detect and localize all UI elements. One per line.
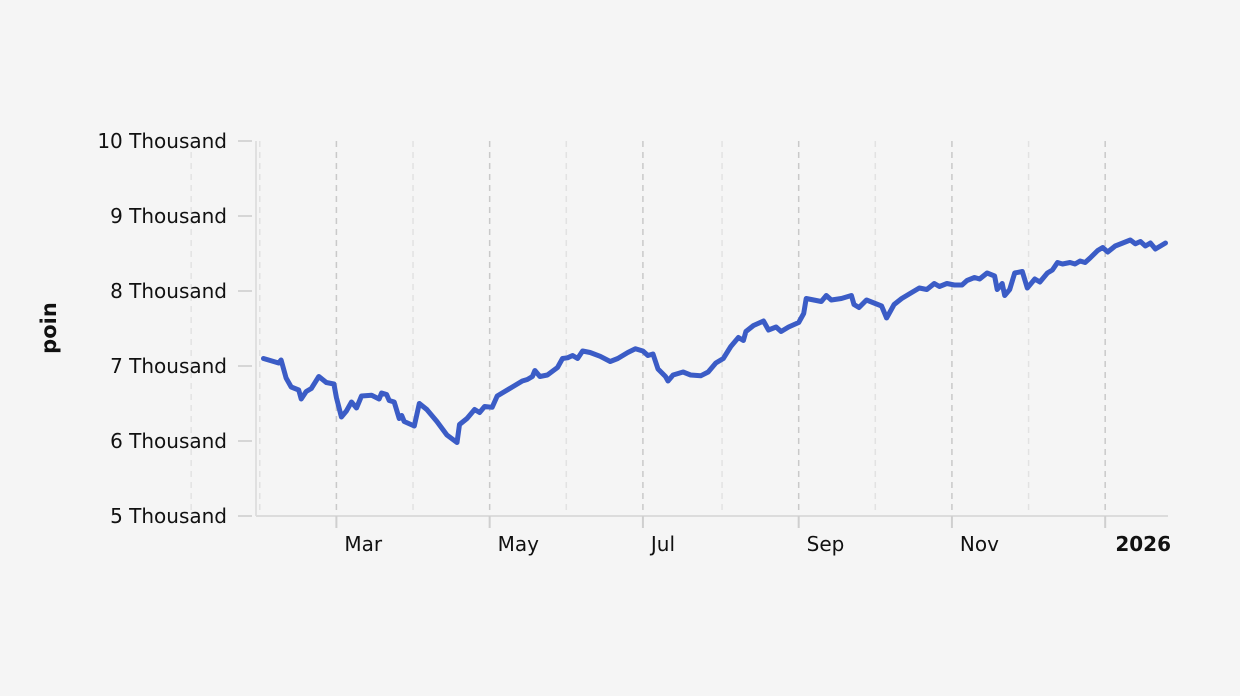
- x-tick-label: Sep: [807, 532, 845, 556]
- label-layer: 5 Thousand 6 Thousand 7 Thousand 8 Thousand…: [97, 129, 1171, 556]
- x-tick-label: Mar: [344, 532, 383, 556]
- x-tick-label: May: [498, 532, 540, 556]
- y-tick-label: 10 Thousand: [97, 129, 227, 153]
- grid-layer: [190, 141, 1106, 516]
- series-line: [261, 237, 1168, 445]
- y-axis-title: poin: [37, 302, 61, 354]
- x-tick-label: 2026: [1115, 532, 1171, 556]
- y-tick-label: 6 Thousand: [110, 429, 227, 453]
- axis-layer: [238, 140, 1168, 528]
- x-tick-label: Nov: [960, 532, 999, 556]
- series-layer: [261, 237, 1168, 445]
- y-tick-label: 9 Thousand: [110, 204, 227, 228]
- y-tick-label: 7 Thousand: [110, 354, 227, 378]
- y-tick-label: 8 Thousand: [110, 279, 227, 303]
- y-tick-label: 5 Thousand: [110, 504, 227, 528]
- x-tick-label: Jul: [649, 532, 675, 556]
